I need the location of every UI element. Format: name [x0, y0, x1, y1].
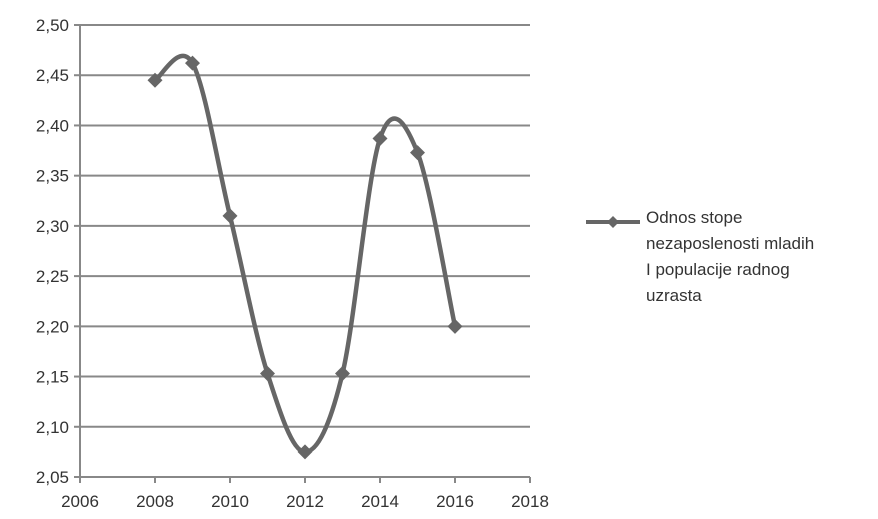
series-group — [147, 53, 463, 460]
y-tick-label: 2,20 — [36, 317, 69, 336]
axes — [79, 25, 530, 478]
legend-label: Odnos stope nezaposlenosti mladih I popu… — [646, 205, 874, 309]
legend-label-line: nezaposlenosti mladih — [646, 234, 815, 253]
legend-label-line: I populacije radnog — [646, 260, 790, 279]
y-tick-label: 2,35 — [36, 167, 69, 186]
y-tick-label: 2,30 — [36, 217, 69, 236]
y-tick-label: 2,05 — [36, 468, 69, 487]
y-axis-ticks: 2,05 2,10 2,15 2,20 2,25 2,30 2,35 2,40 2,45 2,50 — [36, 16, 80, 487]
x-tick-label: 2018 — [511, 492, 549, 511]
data-point-marker — [447, 318, 463, 334]
y-tick-label: 2,10 — [36, 418, 69, 437]
grid-lines — [80, 24, 530, 428]
series-line — [152, 53, 458, 455]
data-point-marker — [297, 444, 313, 460]
x-tick-label: 2008 — [136, 492, 174, 511]
y-tick-label: 2,40 — [36, 116, 69, 135]
x-axis-ticks: 2006 2008 2010 2012 2014 2016 2018 — [61, 477, 549, 511]
data-point-marker — [260, 366, 275, 382]
x-tick-label: 2014 — [361, 492, 399, 511]
data-point-marker — [147, 72, 163, 88]
data-point-marker — [410, 145, 425, 161]
x-tick-label: 2012 — [286, 492, 324, 511]
y-tick-label: 2,15 — [36, 368, 69, 387]
x-tick-label: 2006 — [61, 492, 99, 511]
data-point-marker — [372, 131, 388, 147]
y-tick-label: 2,45 — [36, 66, 69, 85]
legend-label-line: Odnos stope — [646, 208, 743, 227]
y-tick-label: 2,25 — [36, 267, 69, 286]
legend-marker — [584, 215, 642, 229]
x-tick-label: 2010 — [211, 492, 249, 511]
data-point-marker — [222, 208, 238, 224]
y-tick-label: 2,50 — [36, 16, 69, 35]
legend-label-line: uzrasta — [646, 286, 702, 305]
data-point-marker — [335, 366, 350, 382]
data-point-marker — [185, 55, 200, 71]
x-tick-label: 2016 — [436, 492, 474, 511]
